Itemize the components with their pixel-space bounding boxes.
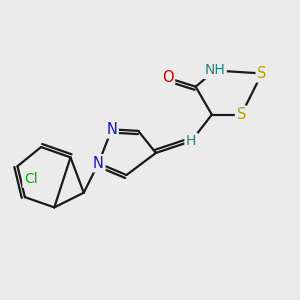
Text: N: N — [106, 122, 117, 137]
Text: H: H — [186, 134, 196, 148]
Text: N: N — [93, 156, 104, 171]
Text: O: O — [162, 70, 173, 86]
Text: S: S — [257, 66, 267, 81]
Text: S: S — [237, 107, 246, 122]
Text: NH: NH — [204, 64, 225, 77]
Text: Cl: Cl — [24, 172, 38, 186]
